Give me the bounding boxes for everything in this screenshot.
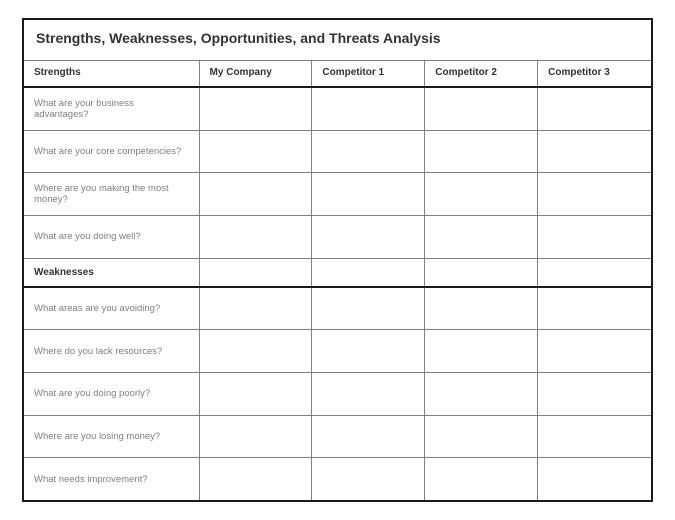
- section-heading-row: Weaknesses: [24, 259, 651, 288]
- table-row: What needs improvement?: [24, 458, 651, 500]
- input-cell[interactable]: [425, 173, 538, 215]
- header-col-3: Competitor 2: [425, 61, 538, 86]
- input-cell[interactable]: [312, 173, 425, 215]
- prompt-cell: What are you doing well?: [24, 216, 200, 258]
- header-col-4: Competitor 3: [538, 61, 651, 86]
- input-cell[interactable]: [200, 330, 313, 372]
- input-cell[interactable]: [538, 173, 651, 215]
- table-row: What are your business advantages?: [24, 88, 651, 131]
- header-col-2: Competitor 1: [312, 61, 425, 86]
- input-cell[interactable]: [200, 288, 313, 330]
- input-cell[interactable]: [312, 131, 425, 173]
- input-cell[interactable]: [425, 416, 538, 458]
- input-cell[interactable]: [425, 88, 538, 130]
- page-title: Strengths, Weaknesses, Opportunities, an…: [36, 30, 639, 46]
- input-cell[interactable]: [312, 330, 425, 372]
- input-cell[interactable]: [312, 416, 425, 458]
- prompt-cell: Where do you lack resources?: [24, 330, 200, 372]
- header-col-0: Strengths: [24, 61, 200, 86]
- title-row: Strengths, Weaknesses, Opportunities, an…: [24, 20, 651, 61]
- input-cell[interactable]: [200, 131, 313, 173]
- section-blank: [200, 259, 313, 286]
- input-cell[interactable]: [200, 216, 313, 258]
- table-row: What are you doing well?: [24, 216, 651, 259]
- table-row: Where are you losing money?: [24, 416, 651, 459]
- swot-sheet: Strengths, Weaknesses, Opportunities, an…: [22, 18, 653, 502]
- table-row: What are you doing poorly?: [24, 373, 651, 416]
- input-cell[interactable]: [200, 373, 313, 415]
- input-cell[interactable]: [312, 458, 425, 500]
- header-row: Strengths My Company Competitor 1 Compet…: [24, 61, 651, 88]
- table-row: Where are you making the most money?: [24, 173, 651, 216]
- prompt-cell: What are your business advantages?: [24, 88, 200, 130]
- input-cell[interactable]: [200, 416, 313, 458]
- section-blank: [425, 259, 538, 286]
- prompt-cell: What areas are you avoiding?: [24, 288, 200, 330]
- input-cell[interactable]: [312, 288, 425, 330]
- table-row: Where do you lack resources?: [24, 330, 651, 373]
- input-cell[interactable]: [312, 373, 425, 415]
- input-cell[interactable]: [312, 216, 425, 258]
- input-cell[interactable]: [538, 216, 651, 258]
- input-cell[interactable]: [538, 131, 651, 173]
- prompt-cell: Where are you losing money?: [24, 416, 200, 458]
- input-cell[interactable]: [538, 88, 651, 130]
- input-cell[interactable]: [538, 288, 651, 330]
- input-cell[interactable]: [425, 373, 538, 415]
- prompt-cell: What needs improvement?: [24, 458, 200, 500]
- section-heading: Weaknesses: [24, 259, 200, 286]
- input-cell[interactable]: [425, 458, 538, 500]
- input-cell[interactable]: [200, 88, 313, 130]
- input-cell[interactable]: [425, 288, 538, 330]
- input-cell[interactable]: [425, 216, 538, 258]
- input-cell[interactable]: [425, 330, 538, 372]
- header-col-1: My Company: [200, 61, 313, 86]
- input-cell[interactable]: [200, 173, 313, 215]
- input-cell[interactable]: [425, 131, 538, 173]
- section-blank: [312, 259, 425, 286]
- table-row: What are your core competencies?: [24, 131, 651, 174]
- input-cell[interactable]: [312, 88, 425, 130]
- input-cell[interactable]: [538, 416, 651, 458]
- prompt-cell: What are you doing poorly?: [24, 373, 200, 415]
- input-cell[interactable]: [538, 330, 651, 372]
- input-cell[interactable]: [538, 458, 651, 500]
- section-blank: [538, 259, 651, 286]
- table-row: What areas are you avoiding?: [24, 288, 651, 331]
- input-cell[interactable]: [200, 458, 313, 500]
- prompt-cell: Where are you making the most money?: [24, 173, 200, 215]
- input-cell[interactable]: [538, 373, 651, 415]
- prompt-cell: What are your core competencies?: [24, 131, 200, 173]
